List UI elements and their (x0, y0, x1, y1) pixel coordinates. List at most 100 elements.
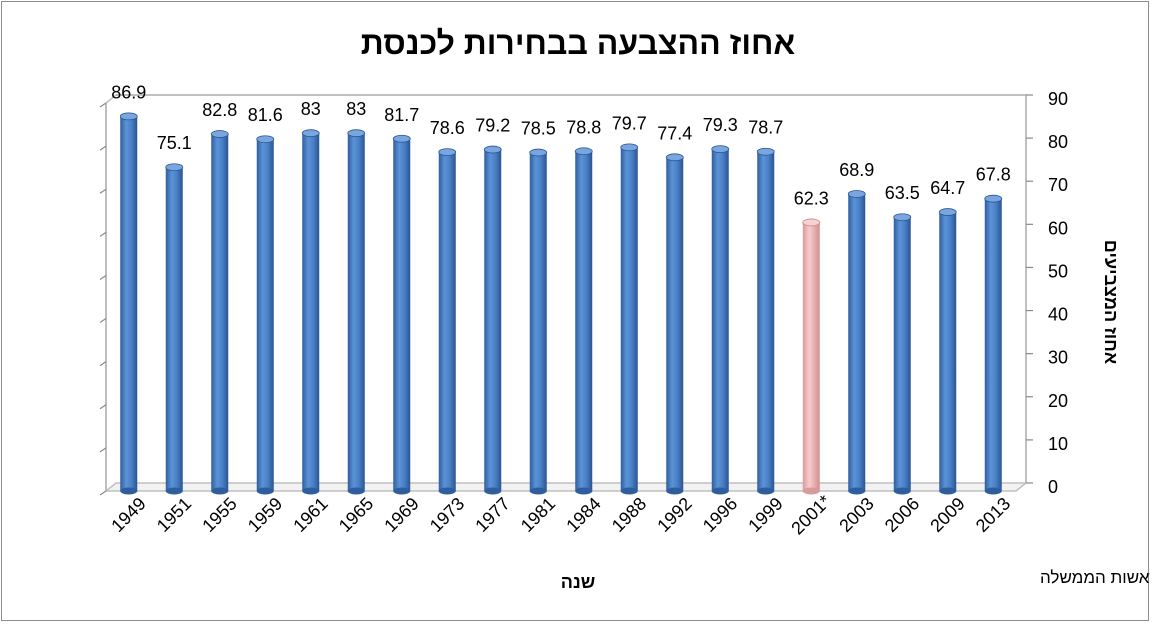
x-tick-label: 1999 (744, 494, 786, 536)
bar-cap (893, 213, 912, 222)
x-tick-label: 1951 (153, 494, 195, 536)
bar-body (256, 139, 274, 492)
y-tick-mark (99, 274, 107, 280)
bar-body (620, 147, 638, 491)
bar-cap (574, 147, 593, 156)
bar-base (848, 487, 866, 495)
bar-base (529, 487, 547, 495)
y-tick-label: 50 (1048, 261, 1068, 281)
bar-base (575, 487, 593, 495)
data-label: 79.3 (703, 115, 738, 135)
bar-cap (847, 190, 866, 198)
bar-1977 (483, 145, 502, 495)
bar-body (302, 133, 320, 491)
data-label: 82.8 (202, 100, 237, 120)
bar-1949 (119, 112, 138, 495)
bar-base (120, 487, 138, 495)
data-label: 68.9 (839, 160, 874, 180)
x-tick-label: 1961 (289, 494, 331, 536)
bar-base (211, 487, 229, 495)
data-label: 81.6 (248, 105, 283, 125)
bar-base (802, 487, 820, 495)
x-axis-title: שנה (561, 572, 595, 592)
data-label: 62.3 (794, 188, 829, 208)
y-tick-label: 10 (1048, 434, 1068, 454)
data-label: 63.5 (885, 183, 920, 203)
bar-base (620, 487, 638, 495)
data-label: 83 (346, 99, 366, 119)
y-tick-mark (99, 490, 107, 496)
bar-base (484, 487, 502, 495)
bar-base (757, 487, 775, 495)
bar-1999 (756, 147, 775, 495)
x-tick-label: 2003 (835, 494, 877, 536)
bar-body (893, 217, 911, 491)
bar-base (711, 487, 729, 495)
bar-cap (483, 145, 502, 154)
data-labels-layer: 86.9 75.1 82.8 81.6 83 83 81.7 78.6 79.2 78.5 78.8… (111, 82, 1011, 208)
data-label: 64.7 (930, 178, 965, 198)
data-label: 75.1 (157, 133, 192, 153)
y-tick-label: 90 (1048, 89, 1068, 109)
x-tick-label: 1959 (244, 494, 286, 536)
data-label: 78.6 (430, 118, 465, 138)
footnote: * בחירות לראשות הממשלה (1040, 568, 1150, 587)
bar-body (438, 152, 456, 491)
bar-base (347, 487, 365, 495)
bar-1959 (256, 135, 275, 495)
bar-cap (438, 148, 457, 157)
x-tick-label: 1984 (562, 494, 604, 536)
x-tick-label: 2001* (787, 491, 834, 538)
y-tick-label: 70 (1048, 175, 1068, 195)
bar-body (165, 167, 183, 492)
y-tick-mark (99, 188, 107, 194)
bar-body (211, 134, 229, 492)
x-tick-label: 2009 (926, 494, 968, 536)
data-label: 79.2 (475, 116, 510, 136)
x-tick-label: 1977 (471, 494, 513, 536)
x-tick-label: 1988 (608, 494, 650, 536)
chart-floor (103, 482, 1029, 492)
bar-cap (802, 218, 821, 227)
data-label: 78.8 (566, 117, 601, 137)
data-label: 78.5 (521, 119, 556, 139)
bar-2006 (893, 213, 912, 495)
x-tick-label: 1973 (426, 494, 468, 536)
bar-body (575, 151, 593, 492)
x-tick-label: 1965 (335, 494, 377, 536)
y-tick-label: 40 (1048, 305, 1068, 325)
y-tick-label: 30 (1048, 348, 1068, 368)
bar-1955 (210, 130, 229, 495)
x-tick-label: 1981 (517, 494, 559, 536)
back-wall (116, 94, 1027, 483)
bar-body (666, 157, 684, 491)
y-tick-mark (99, 447, 107, 453)
bar-1973 (438, 148, 457, 495)
bar-cap (938, 208, 957, 216)
x-tick-label: 2006 (881, 494, 923, 536)
bar-1981 (529, 148, 548, 495)
bar-cap (210, 130, 229, 138)
y-tick-mark (99, 145, 107, 151)
x-tick-label: 1969 (380, 494, 422, 536)
axes-layer (99, 94, 1033, 496)
bars-layer (119, 112, 1003, 495)
y-tick-label: 80 (1048, 132, 1068, 152)
bar-1984 (574, 147, 593, 495)
bar-base (393, 487, 411, 495)
bar-base (939, 487, 957, 495)
bar-body (711, 149, 729, 491)
bar-1969 (392, 134, 411, 495)
bar-cap (165, 163, 184, 172)
bar-1961 (301, 129, 320, 495)
bar-body (757, 151, 775, 491)
bar-1996 (711, 145, 730, 495)
bar-base (438, 487, 456, 495)
bar-cap (301, 129, 320, 138)
bar-body (393, 138, 411, 491)
y-tick-mark (99, 361, 107, 367)
bar-base (302, 487, 320, 495)
bar-1992 (665, 153, 684, 495)
